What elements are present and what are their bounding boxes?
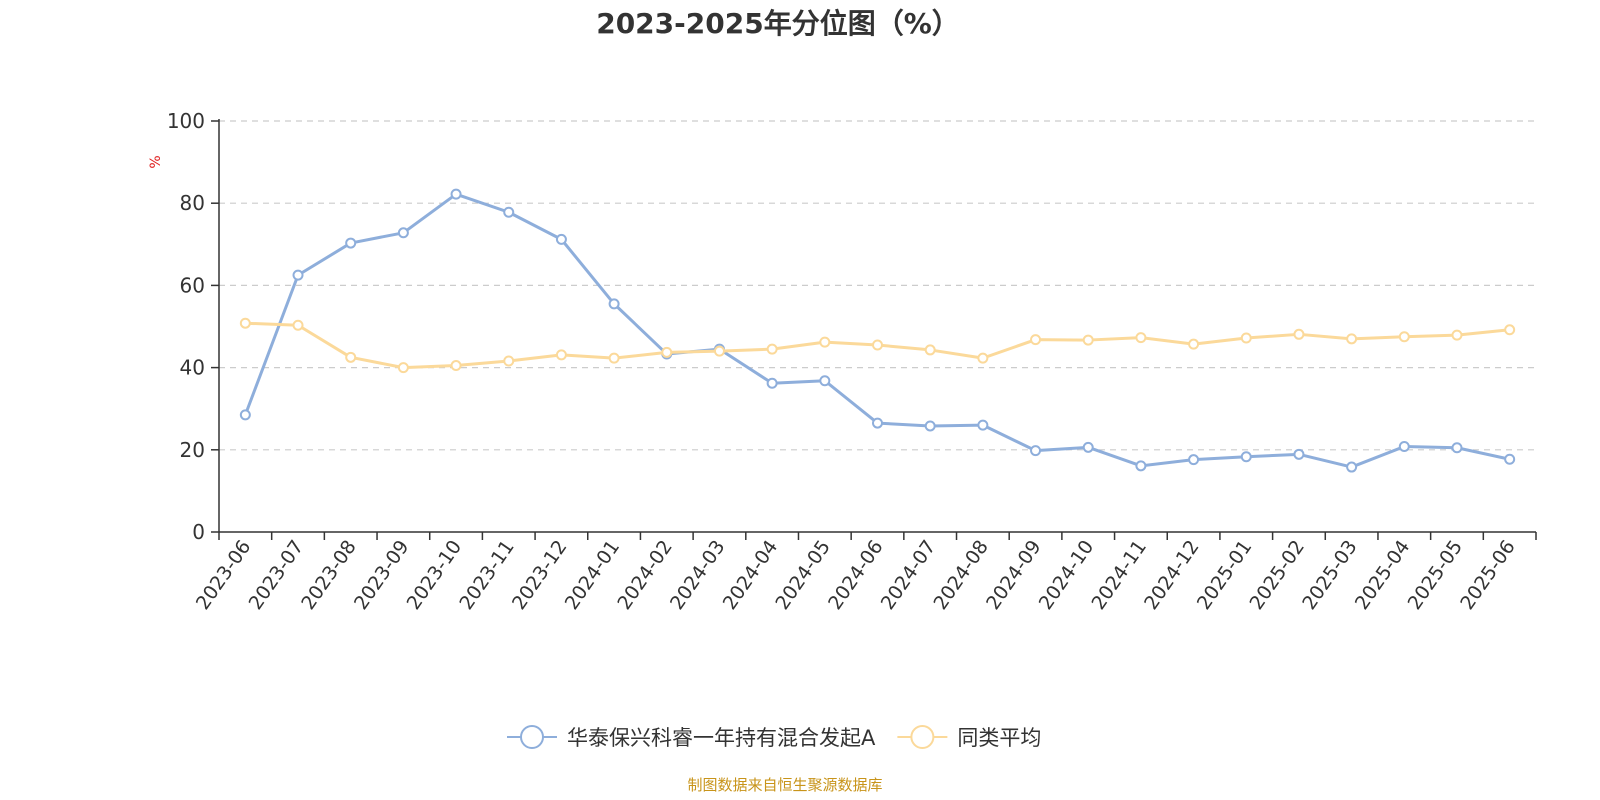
y-tick-label: 40: [180, 356, 205, 380]
y-tick-label: 80: [180, 191, 205, 215]
data-point: [450, 188, 462, 200]
data-point: [450, 360, 462, 372]
legend-label: 华泰保兴科睿一年持有混合发起A: [567, 726, 876, 750]
legend-marker: [520, 725, 544, 749]
data-point: [397, 362, 409, 374]
y-tick-label: 0: [192, 520, 205, 544]
data-point: [239, 409, 251, 421]
data-point: [713, 345, 725, 357]
data-point: [819, 336, 831, 348]
data-point: [397, 227, 409, 239]
data-point: [345, 351, 357, 363]
data-point: [1451, 442, 1463, 454]
data-point: [345, 237, 357, 249]
data-point: [872, 339, 883, 351]
data-point: [555, 349, 567, 361]
y-axis-label: %: [148, 155, 164, 168]
data-point: [1188, 454, 1200, 466]
x-tick-label: 2025-06: [1456, 536, 1520, 614]
data-point: [1240, 332, 1252, 344]
chart-title: 2023-2025年分位图（%）: [596, 7, 960, 40]
data-point: [872, 417, 883, 429]
data-point: [924, 420, 936, 432]
series-lines: [239, 188, 1516, 473]
data-point: [555, 233, 567, 245]
axes: [211, 119, 1537, 540]
data-point: [977, 352, 989, 364]
y-tick-label: 20: [180, 438, 205, 462]
data-point: [1293, 328, 1305, 340]
data-point: [1082, 334, 1094, 346]
data-point: [766, 343, 778, 355]
x-tick-labels: 2023-062023-072023-082023-092023-102023-…: [192, 536, 1520, 614]
legend-item-1[interactable]: 华泰保兴科睿一年持有混合发起A: [507, 725, 876, 750]
data-point: [1504, 453, 1516, 465]
legend-label: 同类平均: [957, 726, 1041, 750]
data-point: [1504, 324, 1516, 336]
data-point: [1030, 445, 1042, 457]
data-point: [608, 352, 620, 364]
data-point: [1398, 331, 1410, 343]
data-point: [1188, 338, 1200, 350]
y-tick-label: 60: [180, 273, 205, 297]
legend-item-2[interactable]: 同类平均: [897, 725, 1041, 750]
data-point: [1346, 333, 1358, 345]
data-point: [1082, 441, 1094, 453]
data-point: [1346, 461, 1358, 473]
legend-marker: [910, 725, 935, 749]
data-point: [819, 375, 831, 387]
data-point: [977, 419, 989, 431]
data-point: [766, 377, 778, 389]
y-tick-labels: 0 20 40 60 80 100: [167, 109, 205, 544]
data-point: [239, 317, 251, 329]
data-point: [1451, 329, 1463, 341]
y-tick-label: 100: [167, 109, 205, 133]
data-point: [292, 319, 304, 331]
data-point: [503, 206, 515, 218]
data-point: [1135, 332, 1147, 344]
legend[interactable]: 华泰保兴科睿一年持有混合发起A 同类平均: [507, 725, 1041, 750]
grid-lines: [219, 120, 1536, 451]
data-point: [1398, 441, 1410, 453]
data-point: [608, 298, 620, 310]
data-point: [503, 355, 515, 367]
data-point: [1030, 334, 1042, 346]
data-point: [1293, 448, 1305, 460]
data-point: [1240, 451, 1252, 463]
data-point: [661, 346, 673, 358]
data-point: [292, 269, 304, 281]
data-point: [924, 344, 936, 356]
data-point: [1135, 460, 1147, 472]
data-source-note: 制图数据来自恒生聚源数据库: [687, 776, 882, 794]
